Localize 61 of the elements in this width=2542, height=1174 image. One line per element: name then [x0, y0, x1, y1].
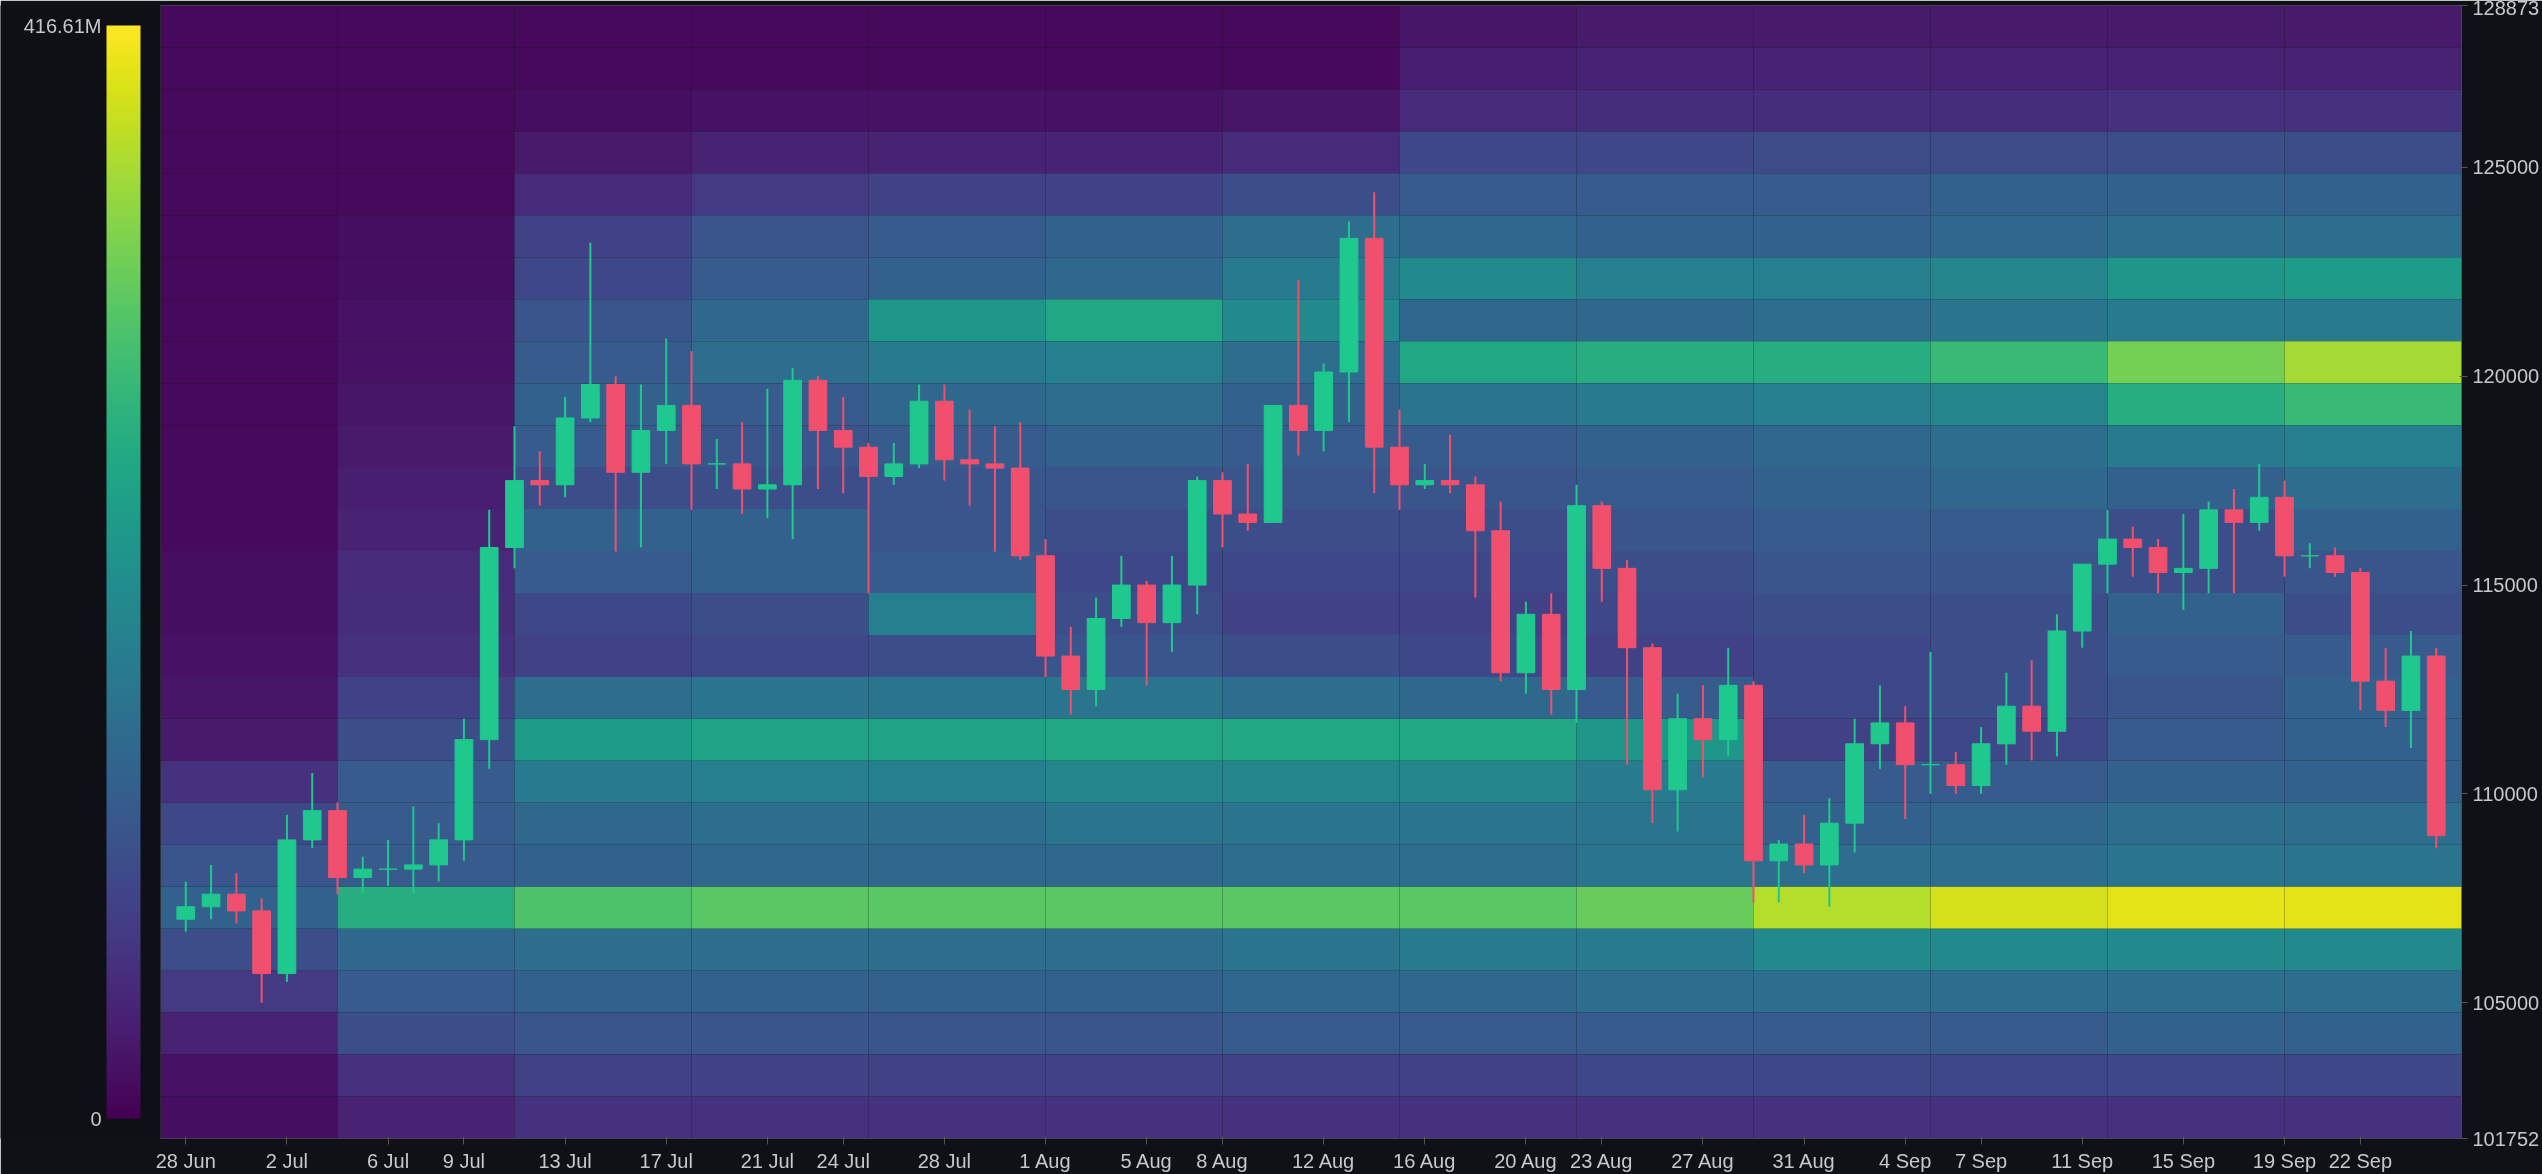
- candlestick: [1769, 838, 1789, 904]
- color-bar-label: 416.61M: [23, 14, 102, 37]
- candlestick: [353, 855, 373, 896]
- candlestick: [404, 805, 423, 896]
- x-tick-label: 13 Jul: [538, 1149, 592, 1172]
- y-tick-label: 125000: [2472, 156, 2540, 179]
- x-tick-label: 23 Aug: [1570, 1149, 1633, 1172]
- x-tick-label: 4 Sep: [1879, 1149, 1932, 1172]
- candlestick: [176, 880, 196, 933]
- x-tick-label: 21 Jul: [740, 1149, 795, 1172]
- x-tick-label: 17 Jul: [639, 1149, 693, 1172]
- x-tick-label: 19 Sep: [2252, 1149, 2317, 1172]
- color-bar-label: 0: [90, 1107, 102, 1130]
- candlestick: [833, 396, 853, 495]
- candlestick: [985, 425, 1005, 553]
- x-tick-label: 22 Sep: [2328, 1149, 2393, 1172]
- candlestick: [960, 408, 979, 507]
- candlestick: [1794, 813, 1814, 875]
- x-tick-label: 1 Aug: [1019, 1149, 1071, 1172]
- candlestick: [758, 387, 777, 520]
- x-tick-label: 16 Aug: [1393, 1149, 1456, 1172]
- candlestick: [1415, 462, 1435, 490]
- candlestick: [1870, 684, 1890, 770]
- candlestick: [1693, 684, 1713, 779]
- y-tick-label: 120000: [2472, 365, 2540, 388]
- x-tick-label: 28 Jun: [155, 1149, 216, 1172]
- candlestick: [1440, 433, 1460, 495]
- candlestick: [1946, 751, 1966, 795]
- candlestick: [884, 442, 904, 486]
- x-tick-label: 2 Jul: [265, 1149, 309, 1172]
- candlestick: [2123, 525, 2143, 578]
- x-tick-label: 20 Aug: [1494, 1149, 1557, 1172]
- x-tick-label: 7 Sep: [1954, 1149, 2008, 1172]
- candlestick: [2224, 487, 2244, 595]
- x-tick-label: 15 Sep: [2151, 1149, 2216, 1172]
- candlestick: [201, 863, 221, 921]
- x-tick-label: 9 Jul: [442, 1149, 486, 1172]
- candlestick: [2174, 513, 2193, 612]
- x-tick-label: 6 Jul: [366, 1149, 410, 1172]
- x-tick-label: 31 Aug: [1772, 1149, 1835, 1172]
- candlestick: [2325, 546, 2345, 578]
- y-tick-label: 115000: [2472, 574, 2538, 597]
- x-tick-label: 12 Aug: [1291, 1149, 1355, 1172]
- candlestick: [378, 838, 398, 887]
- x-tick-label: 11 Sep: [2051, 1149, 2114, 1172]
- candlestick: [2300, 542, 2320, 570]
- x-tick-label: 27 Aug: [1671, 1149, 1734, 1172]
- y-tick-label: 128873: [2472, 0, 2540, 19]
- x-tick-label: 5 Aug: [1120, 1149, 1172, 1172]
- x-tick-label: 28 Jul: [917, 1149, 972, 1172]
- candlestick: [1238, 462, 1258, 532]
- candlestick: [1921, 650, 1940, 795]
- x-tick-label: 8 Aug: [1196, 1149, 1248, 1172]
- y-tick-label: 110000: [2472, 782, 2538, 805]
- y-tick-label: 101752: [2472, 1127, 2540, 1150]
- candlestick: [707, 437, 727, 490]
- y-tick-label: 105000: [2472, 991, 2540, 1014]
- x-tick-label: 24 Jul: [816, 1149, 870, 1172]
- candlestick: [227, 872, 246, 925]
- candlestick: [530, 450, 550, 507]
- candlestick: [1289, 279, 1308, 457]
